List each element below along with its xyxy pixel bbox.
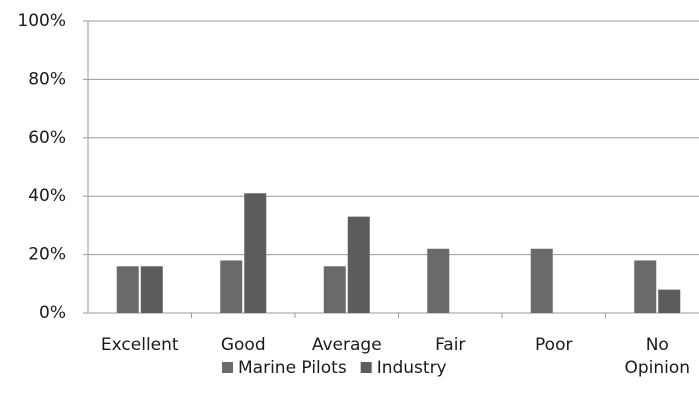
legend-label: Industry bbox=[377, 358, 447, 378]
bar bbox=[323, 266, 346, 313]
bar bbox=[658, 289, 681, 313]
bar bbox=[244, 193, 267, 313]
y-tick-label: 60% bbox=[28, 128, 66, 148]
bar bbox=[116, 266, 139, 313]
x-tick-label: Poor bbox=[535, 335, 572, 355]
bar bbox=[347, 216, 370, 313]
legend-label: Marine Pilots bbox=[238, 358, 347, 378]
bar bbox=[140, 266, 163, 313]
x-tick-label: No Opinion bbox=[624, 335, 690, 378]
bar bbox=[634, 260, 657, 313]
legend-swatch bbox=[222, 362, 233, 373]
legend-swatch bbox=[360, 362, 372, 373]
x-tick-label: Fair bbox=[435, 335, 465, 355]
y-tick-label: 0% bbox=[39, 303, 66, 323]
x-tick-label: Excellent bbox=[101, 335, 179, 355]
y-tick-label: 100% bbox=[17, 11, 66, 31]
y-tick-label: 40% bbox=[28, 186, 66, 206]
bar bbox=[530, 248, 553, 313]
x-tick-label: Average bbox=[312, 335, 382, 355]
y-tick-label: 20% bbox=[28, 245, 66, 265]
bar bbox=[427, 248, 450, 313]
y-tick-label: 80% bbox=[28, 69, 66, 89]
bar bbox=[220, 260, 243, 313]
x-tick-label: Good bbox=[221, 335, 266, 355]
